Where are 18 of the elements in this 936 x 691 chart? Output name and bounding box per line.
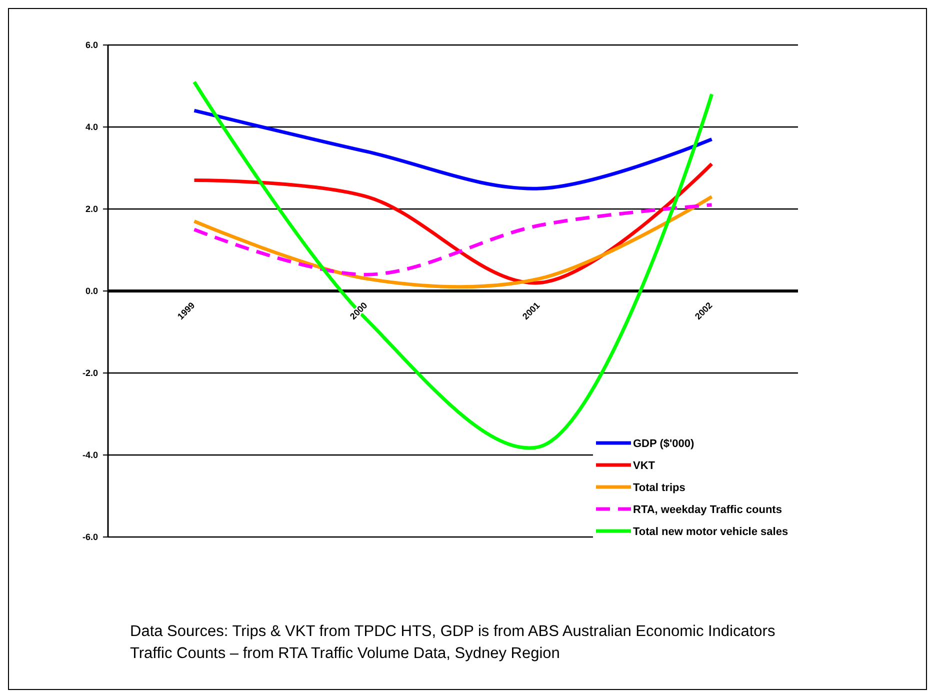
legend-label: GDP ($'000) — [633, 438, 694, 450]
line-series — [192, 162, 714, 285]
legend-label: Total trips — [633, 482, 686, 494]
legend-label: RTA, weekday Traffic counts — [633, 504, 782, 516]
line-series — [192, 203, 714, 276]
y-tick-label: -4.0 — [82, 450, 98, 460]
legend-label: VKT — [633, 460, 656, 472]
text: Data Sources: Trips & VKT from TPDC HTS, GDP is from ABS Australian Economic Indicators — [130, 623, 776, 640]
y-tick-label: -2.0 — [82, 368, 98, 378]
text: Traffic Counts – from RTA Traffic Volume Data, Sydney Region — [130, 645, 560, 662]
line-series — [192, 80, 714, 450]
y-tick-label: -6.0 — [82, 532, 98, 542]
y-tick-label: 2.0 — [85, 204, 98, 214]
line-series — [192, 108, 714, 190]
y-tick-label: 4.0 — [85, 122, 98, 132]
y-tick-label: 0.0 — [85, 286, 98, 296]
legend-label: Total new motor vehicle sales — [633, 526, 788, 538]
y-tick-label: 6.0 — [85, 40, 98, 50]
